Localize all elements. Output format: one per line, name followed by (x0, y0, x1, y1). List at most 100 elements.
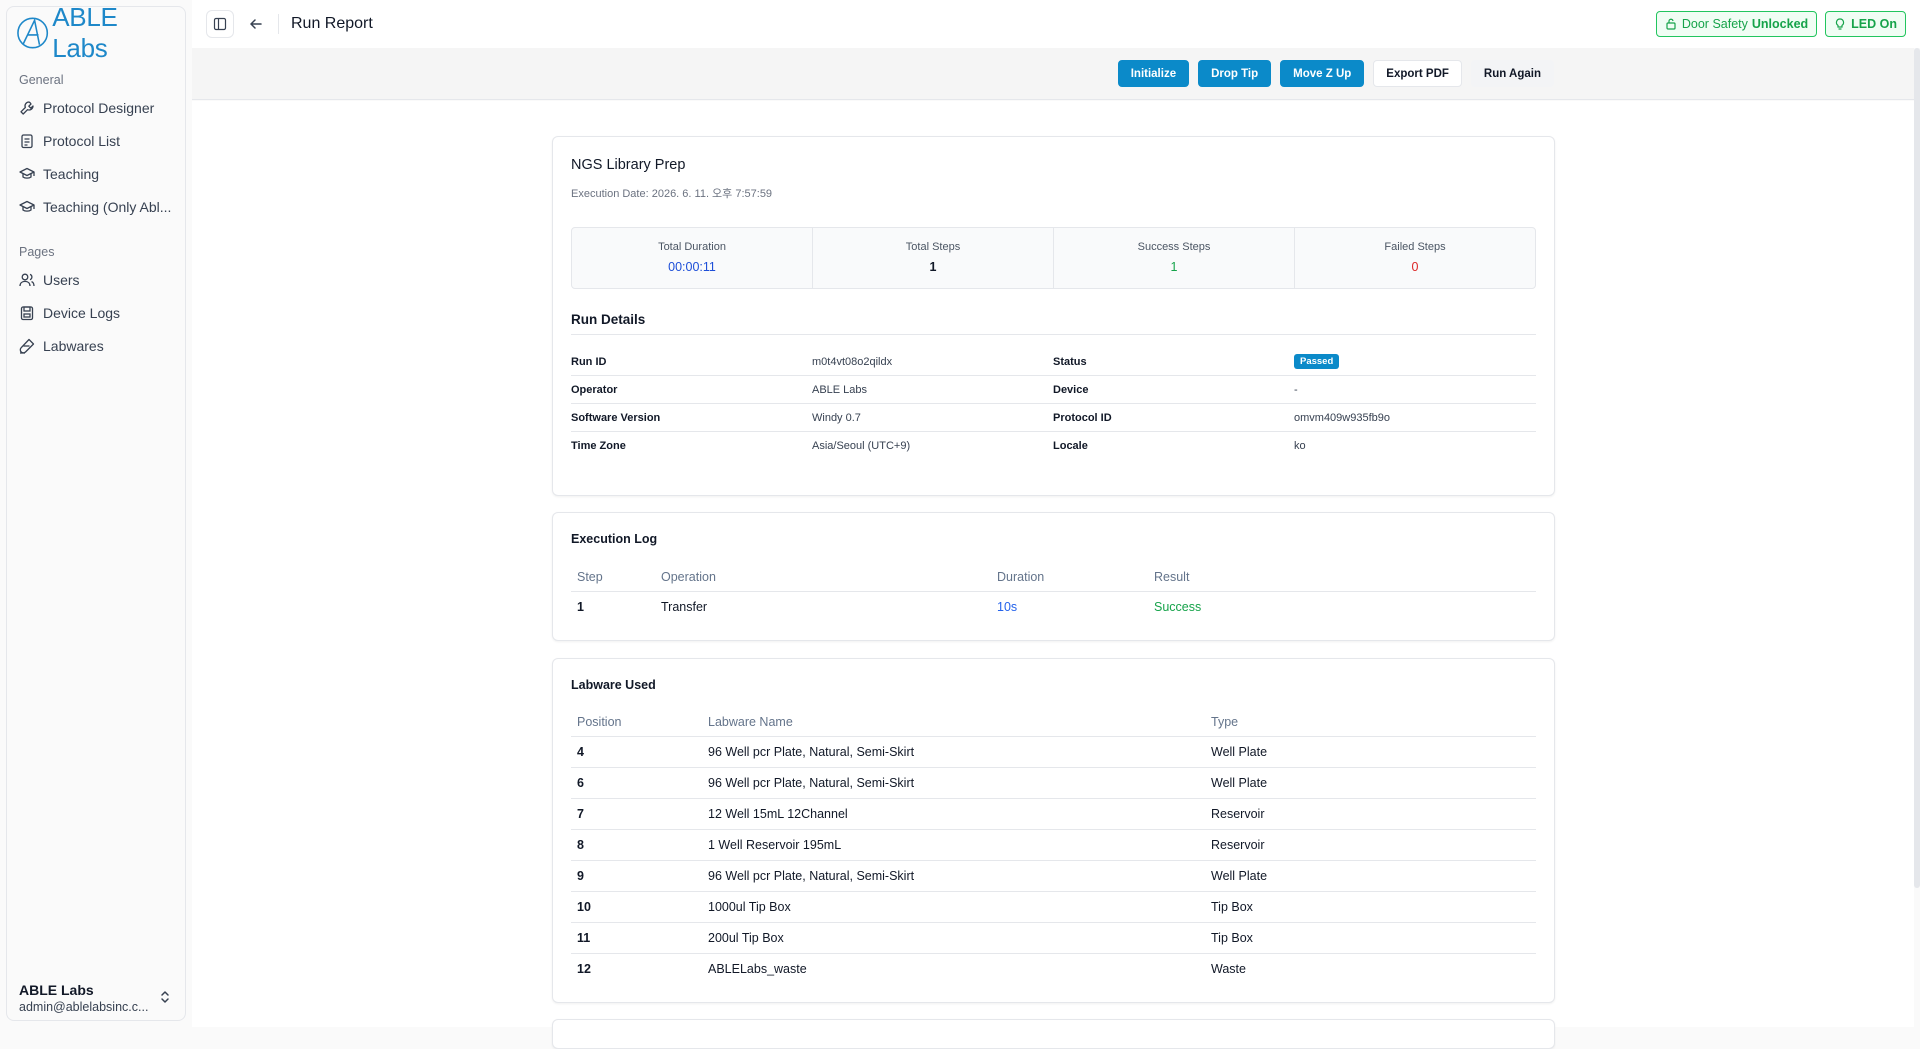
detail-time-zone: Asia/Seoul (UTC+9) (812, 440, 1053, 452)
detail-protocol-id: omvm409w935fb9o (1294, 412, 1535, 424)
execution-log-title: Execution Log (571, 532, 657, 546)
sidebar-item-teaching-only-able[interactable]: Teaching (Only Abl... (7, 190, 185, 223)
sidebar: ABLE Labs General Protocol Designer Prot… (6, 6, 186, 1021)
stat-total-duration: Total Duration 00:00:11 (572, 228, 813, 288)
cell-step: 1 (571, 591, 655, 622)
users-icon (19, 272, 35, 288)
sidebar-item-protocol-designer[interactable]: Protocol Designer (7, 91, 185, 124)
table-row: 1 Transfer 10s Success (571, 591, 1536, 622)
detail-key: Software Version (571, 412, 812, 424)
stat-success-steps: Success Steps 1 (1054, 228, 1295, 288)
stat-label: Total Steps (813, 241, 1053, 253)
run-summary-card: NGS Library Prep Execution Date: 2026. 6… (552, 136, 1555, 496)
cell-position: 6 (571, 767, 702, 798)
action-toolbar: Initialize Drop Tip Move Z Up Export PDF… (192, 48, 1914, 100)
user-name: ABLE Labs (19, 982, 148, 998)
led-status[interactable]: LED On (1825, 11, 1906, 37)
initialize-button[interactable]: Initialize (1118, 60, 1189, 87)
general-group-label: General (7, 73, 185, 87)
table-header-row: Step Operation Duration Result (571, 563, 1536, 591)
run-again-button[interactable]: Run Again (1471, 60, 1554, 87)
run-details-title: Run Details (571, 312, 645, 327)
page-title: Run Report (291, 15, 373, 33)
toggle-sidebar-button[interactable] (206, 10, 234, 38)
cell-position: 4 (571, 736, 702, 767)
stat-value: 0 (1295, 260, 1535, 274)
cell-type: Tip Box (1205, 891, 1536, 922)
pages-group-label: Pages (7, 245, 185, 259)
stat-value: 00:00:11 (572, 260, 812, 274)
labware-used-title: Labware Used (571, 678, 656, 692)
door-safety-state: Unlocked (1752, 17, 1808, 31)
detail-key: Protocol ID (1053, 412, 1294, 424)
clipboard-list-icon (19, 133, 35, 149)
protocol-title: NGS Library Prep (571, 157, 685, 173)
stat-total-steps: Total Steps 1 (813, 228, 1054, 288)
logo[interactable]: ABLE Labs (7, 7, 185, 59)
detail-locale: ko (1294, 440, 1535, 452)
cell-position: 11 (571, 922, 702, 953)
execution-log-table: Step Operation Duration Result 1 Transfe… (571, 563, 1536, 622)
page-scrollbar[interactable] (1914, 48, 1920, 888)
detail-key: Status (1053, 356, 1294, 368)
graduation-cap-icon (19, 199, 35, 215)
sidebar-item-teaching[interactable]: Teaching (7, 157, 185, 190)
cell-position: 12 (571, 953, 702, 984)
cell-labware-name: 1000ul Tip Box (702, 891, 1205, 922)
cell-labware-name: 96 Well pcr Plate, Natural, Semi-Skirt (702, 860, 1205, 891)
detail-key: Time Zone (571, 440, 812, 452)
top-header: Run Report Door Safety Unlocked LED On (192, 0, 1920, 48)
cell-type: Reservoir (1205, 829, 1536, 860)
cell-operation: Transfer (655, 591, 991, 622)
arrow-left-icon[interactable] (248, 16, 264, 32)
cell-type: Well Plate (1205, 860, 1536, 891)
wrench-icon (19, 100, 35, 116)
cell-labware-name: ABLELabs_waste (702, 953, 1205, 984)
detail-key: Locale (1053, 440, 1294, 452)
cell-position: 10 (571, 891, 702, 922)
detail-key: Run ID (571, 356, 812, 368)
run-details-grid: Run ID m0t4vt08o2qildx Status Passed Ope… (571, 348, 1536, 460)
sidebar-item-users[interactable]: Users (7, 263, 185, 296)
cell-type: Well Plate (1205, 767, 1536, 798)
sidebar-item-label: Protocol List (43, 133, 120, 149)
cell-labware-name: 200ul Tip Box (702, 922, 1205, 953)
lightbulb-icon (1834, 18, 1846, 30)
cell-position: 7 (571, 798, 702, 829)
cell-position: 9 (571, 860, 702, 891)
sidebar-item-protocol-list[interactable]: Protocol List (7, 124, 185, 157)
save-log-icon (19, 305, 35, 321)
export-pdf-button[interactable]: Export PDF (1373, 60, 1462, 87)
chevrons-up-down-icon[interactable] (157, 989, 173, 1008)
detail-software-version: Windy 0.7 (812, 412, 1053, 424)
door-safety-label: Door Safety (1682, 17, 1748, 31)
detail-run-id: m0t4vt08o2qildx (812, 356, 1053, 368)
sidebar-item-device-logs[interactable]: Device Logs (7, 296, 185, 329)
user-menu[interactable]: ABLE Labs admin@ablelabsinc.c... (7, 982, 185, 1014)
run-details-divider (571, 334, 1536, 335)
door-safety-status[interactable]: Door Safety Unlocked (1656, 11, 1817, 37)
sidebar-item-labwares[interactable]: Labwares (7, 329, 185, 362)
details-row: Operator ABLE Labs Device - (571, 376, 1536, 404)
column-header: Type (1205, 708, 1536, 736)
cell-type: Reservoir (1205, 798, 1536, 829)
column-header: Labware Name (702, 708, 1205, 736)
move-z-up-button[interactable]: Move Z Up (1280, 60, 1364, 87)
cell-duration: 10s (991, 591, 1148, 622)
cell-position: 8 (571, 829, 702, 860)
drop-tip-button[interactable]: Drop Tip (1198, 60, 1271, 87)
column-header: Step (571, 563, 655, 591)
detail-device: - (1294, 384, 1535, 396)
detail-key: Device (1053, 384, 1294, 396)
sidebar-item-label: Users (43, 272, 80, 288)
detail-operator: ABLE Labs (812, 384, 1053, 396)
sidebar-item-label: Device Logs (43, 305, 120, 321)
detail-key: Operator (571, 384, 812, 396)
